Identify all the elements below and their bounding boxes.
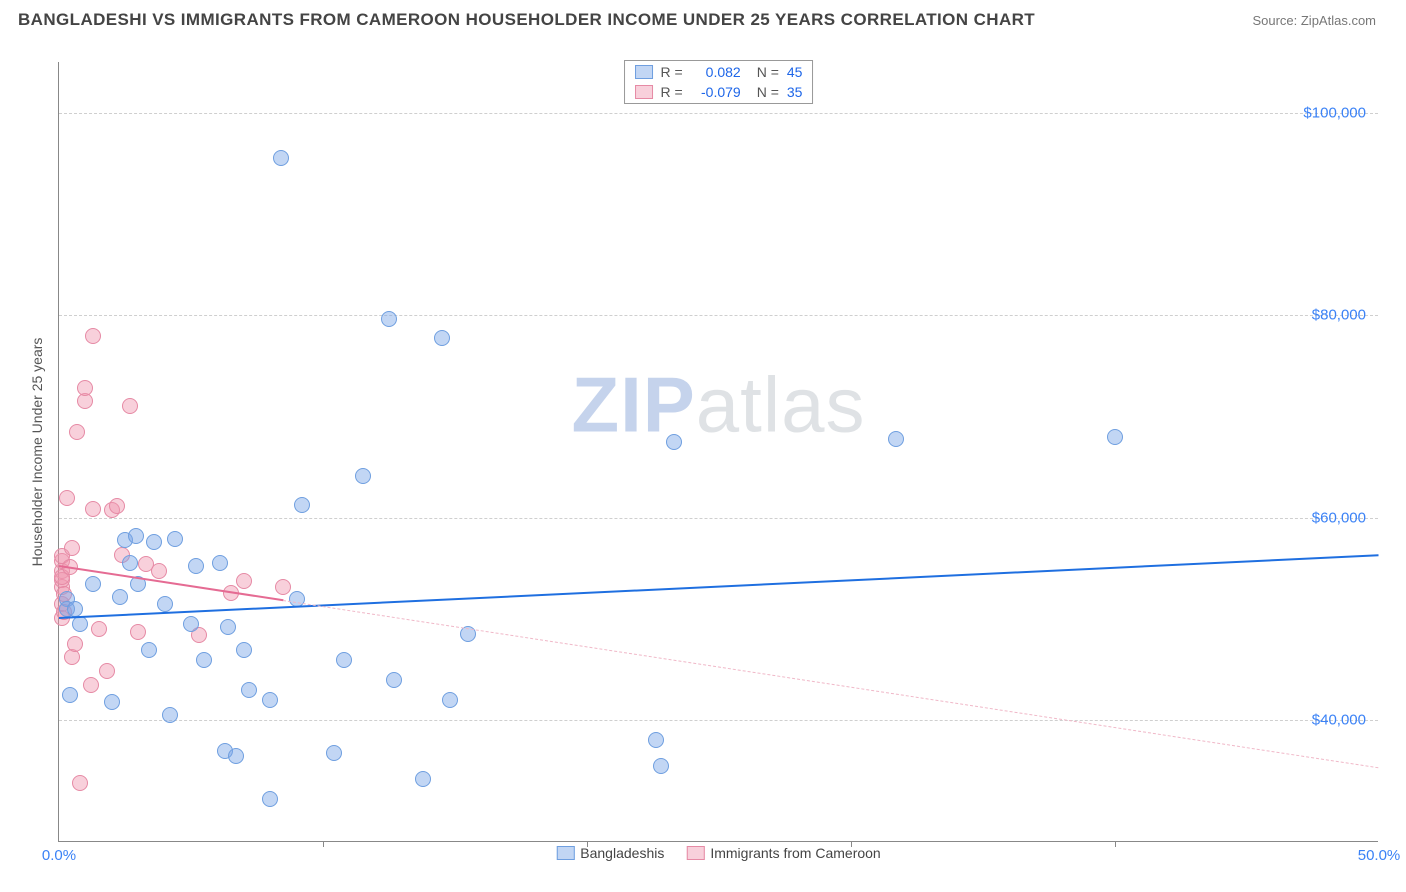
data-point <box>122 398 138 414</box>
data-point <box>146 534 162 550</box>
data-point <box>241 682 257 698</box>
data-point <box>67 636 83 652</box>
data-point <box>162 707 178 723</box>
data-point <box>1107 429 1123 445</box>
data-point <box>196 652 212 668</box>
data-point <box>648 732 664 748</box>
r-label: R = <box>661 82 683 102</box>
n-value: 35 <box>787 82 803 102</box>
legend-row: R = -0.079 N = 35 <box>625 82 813 102</box>
gridline <box>59 113 1378 114</box>
data-point <box>85 576 101 592</box>
data-point <box>67 601 83 617</box>
data-point <box>666 434 682 450</box>
x-tick-label: 0.0% <box>42 847 76 864</box>
data-point <box>442 692 458 708</box>
y-tick-label: $60,000 <box>1312 509 1366 526</box>
source-label: Source: ZipAtlas.com <box>1252 13 1376 28</box>
data-point <box>653 758 669 774</box>
gridline <box>59 720 1378 721</box>
data-point <box>336 652 352 668</box>
trend-line <box>59 554 1379 619</box>
data-point <box>294 497 310 513</box>
legend-item: Bangladeshis <box>556 845 664 861</box>
data-point <box>85 328 101 344</box>
data-point <box>69 424 85 440</box>
data-point <box>228 748 244 764</box>
data-point <box>326 745 342 761</box>
data-point <box>355 468 371 484</box>
data-point <box>72 775 88 791</box>
data-point <box>151 563 167 579</box>
legend-row: R = 0.082 N = 45 <box>625 62 813 82</box>
y-tick-label: $40,000 <box>1312 712 1366 729</box>
data-point <box>262 791 278 807</box>
data-point <box>236 573 252 589</box>
data-point <box>122 555 138 571</box>
legend-item: Immigrants from Cameroon <box>686 845 880 861</box>
data-point <box>167 531 183 547</box>
series-swatch <box>556 846 574 860</box>
x-tick-label: 50.0% <box>1358 847 1401 864</box>
data-point <box>275 579 291 595</box>
data-point <box>99 663 115 679</box>
gridline <box>59 518 1378 519</box>
data-point <box>157 596 173 612</box>
r-value: -0.079 <box>691 82 741 102</box>
data-point <box>386 672 402 688</box>
data-point <box>434 330 450 346</box>
r-value: 0.082 <box>691 62 741 82</box>
data-point <box>59 490 75 506</box>
series-legend: Bangladeshis Immigrants from Cameroon <box>556 845 880 861</box>
data-point <box>62 687 78 703</box>
data-point <box>273 150 289 166</box>
y-tick-label: $80,000 <box>1312 307 1366 324</box>
data-point <box>188 558 204 574</box>
scatter-plot: Householder Income Under 25 years ZIPatl… <box>58 62 1378 842</box>
y-axis-label: Householder Income Under 25 years <box>29 337 45 566</box>
data-point <box>77 380 93 396</box>
y-tick-label: $100,000 <box>1303 104 1366 121</box>
data-point <box>128 528 144 544</box>
data-point <box>381 311 397 327</box>
data-point <box>64 540 80 556</box>
data-point <box>130 624 146 640</box>
series-swatch <box>635 65 653 79</box>
x-tick-mark <box>851 841 852 847</box>
x-tick-mark <box>587 841 588 847</box>
data-point <box>415 771 431 787</box>
data-point <box>91 621 107 637</box>
data-point <box>183 616 199 632</box>
n-label: N = <box>757 82 779 102</box>
correlation-legend: R = 0.082 N = 45 R = -0.079 N = 35 <box>624 60 814 104</box>
n-value: 45 <box>787 62 803 82</box>
data-point <box>72 616 88 632</box>
series-swatch <box>635 85 653 99</box>
data-point <box>85 501 101 517</box>
data-point <box>109 498 125 514</box>
x-tick-mark <box>323 841 324 847</box>
x-tick-mark <box>1115 841 1116 847</box>
data-point <box>220 619 236 635</box>
watermark: ZIPatlas <box>571 359 865 450</box>
series-swatch <box>686 846 704 860</box>
data-point <box>212 555 228 571</box>
data-point <box>888 431 904 447</box>
data-point <box>141 642 157 658</box>
r-label: R = <box>661 62 683 82</box>
data-point <box>112 589 128 605</box>
n-label: N = <box>757 62 779 82</box>
data-point <box>83 677 99 693</box>
data-point <box>262 692 278 708</box>
data-point <box>104 694 120 710</box>
gridline <box>59 315 1378 316</box>
series-name: Immigrants from Cameroon <box>710 845 880 861</box>
chart-title: BANGLADESHI VS IMMIGRANTS FROM CAMEROON … <box>18 10 1035 30</box>
trend-line <box>283 600 1379 768</box>
data-point <box>236 642 252 658</box>
series-name: Bangladeshis <box>580 845 664 861</box>
